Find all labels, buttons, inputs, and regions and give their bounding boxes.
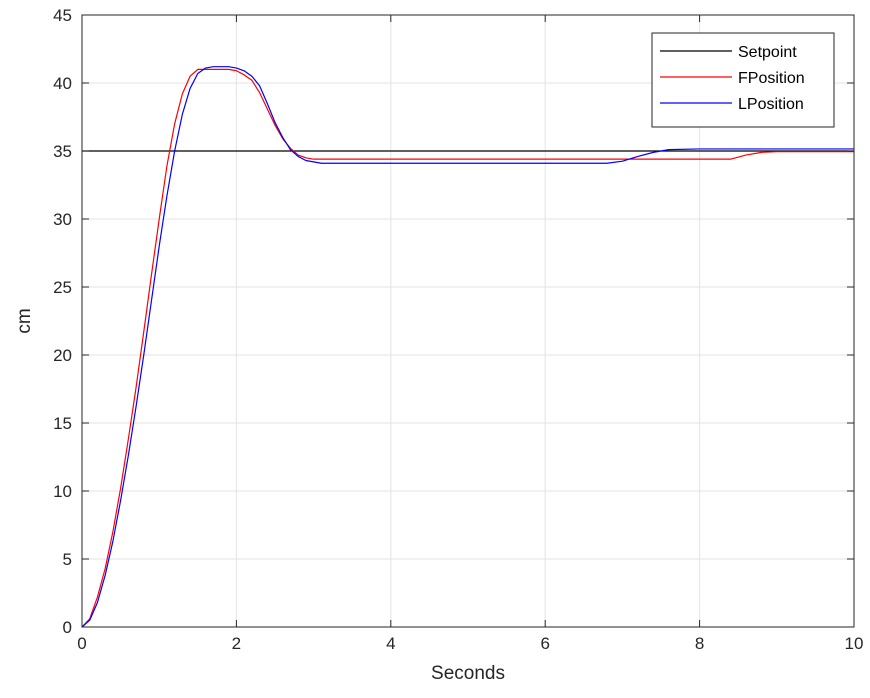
series-line-fposition [81,68,854,628]
y-tick-label: 10 [53,482,72,501]
legend-label-fposition: FPosition [738,70,805,87]
y-tick-label: 15 [53,414,72,433]
tick-labels: 0 2 4 6 8 10 0 5 10 15 20 25 30 35 40 45 [53,6,863,653]
y-tick-label: 35 [53,142,72,161]
series-line-lposition [81,66,854,628]
y-tick-label: 20 [53,346,72,365]
x-tick-label: 4 [386,634,395,653]
series-lines [81,66,854,628]
y-tick-label: 25 [53,278,72,297]
y-axis-label: cm [14,308,35,333]
y-tick-label: 0 [63,618,72,637]
x-tick-label: 10 [845,634,864,653]
legend-box [651,32,835,128]
x-tick-label: 8 [695,634,704,653]
y-tick-label: 45 [53,6,72,25]
plot-border [81,14,855,628]
x-tick-label: 6 [540,634,549,653]
axis-ticks [81,14,855,628]
x-axis-label: Seconds [431,663,505,684]
x-tick-label: 0 [77,634,86,653]
x-tick-label: 2 [232,634,241,653]
legend: Setpoint FPosition LPosition [651,32,835,128]
legend-label-setpoint: Setpoint [738,44,797,61]
y-tick-label: 40 [53,74,72,93]
y-tick-label: 5 [63,550,72,569]
legend-label-lposition: LPosition [738,96,804,113]
y-tick-label: 30 [53,210,72,229]
